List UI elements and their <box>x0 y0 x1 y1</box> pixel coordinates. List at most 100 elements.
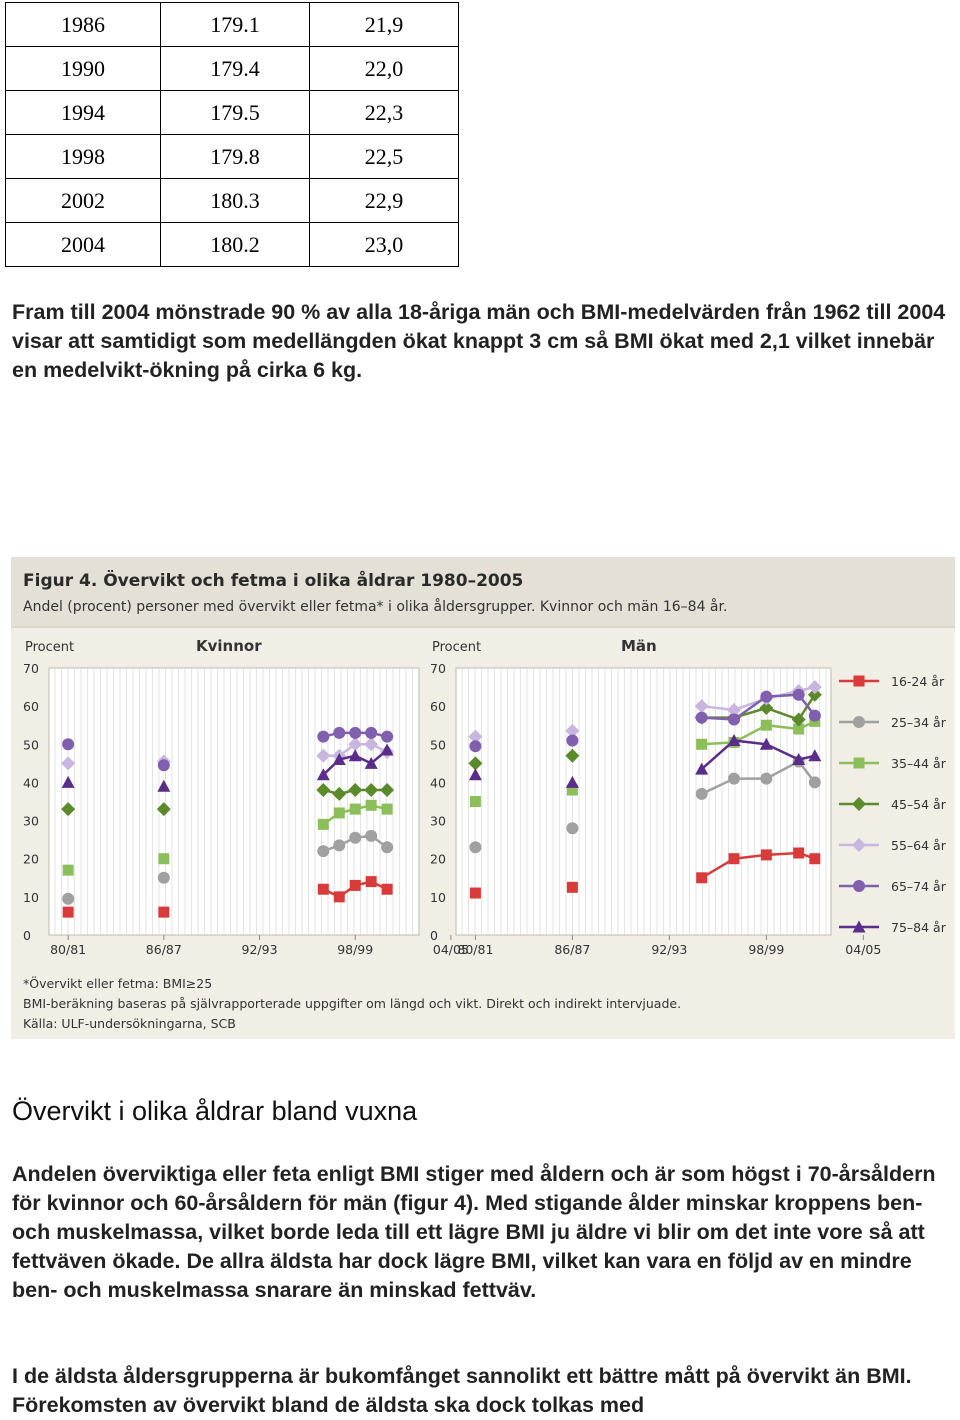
data-point <box>317 845 330 858</box>
table-row: 2002 180.3 22,9 <box>5 178 459 223</box>
legend-label: 16-24 år <box>891 674 945 689</box>
data-point <box>565 748 580 763</box>
data-point <box>792 688 805 701</box>
y-tick-label: 30 <box>430 814 446 829</box>
data-point <box>565 775 579 788</box>
data-point <box>365 829 378 842</box>
table-cell: 23,0 <box>309 222 459 267</box>
y-tick-label: 10 <box>430 890 446 905</box>
section-heading: Övervikt i olika åldrar bland vuxna <box>12 1096 418 1126</box>
data-point <box>468 756 483 771</box>
data-point <box>694 699 709 714</box>
data-point <box>809 853 821 865</box>
data-point <box>364 756 378 769</box>
data-point <box>728 772 741 785</box>
panel-man: Procent Män 0 10 20 30 40 50 60 70 80/81 86/87 92/93… <box>430 637 881 957</box>
figure-footnote-2: BMI-beräkning baseras på självrapportera… <box>23 996 681 1011</box>
x-tick-label: 98/99 <box>337 942 373 957</box>
data-point <box>381 730 394 743</box>
data-point <box>728 713 741 726</box>
data-point <box>61 775 75 788</box>
y-axis-label: Procent <box>432 640 481 655</box>
table-row: 1994 179.5 22,3 <box>5 90 459 135</box>
table-row: 1998 179.8 22,5 <box>5 134 459 179</box>
data-point <box>333 839 346 852</box>
table-cell: 179.8 <box>160 134 310 179</box>
data-point <box>566 734 579 747</box>
data-point <box>316 748 331 763</box>
table-cell: 1994 <box>5 90 161 135</box>
data-point <box>807 687 822 702</box>
legend-marker <box>852 838 866 852</box>
panel-title: Kvinnor <box>196 637 262 655</box>
legend-marker <box>853 675 865 687</box>
y-tick-label: 50 <box>23 737 39 752</box>
table-cell: 2004 <box>5 222 161 267</box>
x-tick-label: 04/05 <box>433 942 469 957</box>
legend-label: 65–74 år <box>891 879 947 894</box>
paragraph-2: Andelen överviktiga eller feta enligt BM… <box>12 1162 936 1302</box>
legend-label: 75–84 år <box>891 920 947 935</box>
legend-label: 35–44 år <box>891 756 947 771</box>
figure-4: Figur 4. Övervikt och fetma i olika åldr… <box>11 557 955 1039</box>
data-point <box>364 783 379 798</box>
y-tick-label: 40 <box>23 775 39 790</box>
table-cell: 1990 <box>5 46 161 91</box>
data-point <box>333 726 346 739</box>
figure-title: Figur 4. Övervikt och fetma i olika åldr… <box>23 569 523 591</box>
data-point <box>468 729 483 744</box>
plot-area <box>48 667 420 936</box>
table-cell: 1986 <box>5 2 161 47</box>
data-point <box>61 756 76 771</box>
x-tick-label: 80/81 <box>457 942 493 957</box>
x-tick-label: 86/87 <box>146 942 182 957</box>
data-point <box>695 787 708 800</box>
data-point <box>469 841 482 854</box>
data-point <box>333 891 345 903</box>
figure-source: Källa: ULF-undersökningarna, SCB <box>23 1016 236 1031</box>
y-tick-label: 20 <box>430 852 446 867</box>
data-point <box>791 712 806 727</box>
data-point <box>62 906 74 918</box>
y-tick-label: 0 <box>23 928 31 943</box>
data-point <box>381 841 394 854</box>
data-point <box>566 822 579 835</box>
table-cell: 2002 <box>5 178 161 223</box>
table-cell: 180.2 <box>160 222 310 267</box>
data-point <box>469 796 481 807</box>
y-axis-label: Procent <box>25 640 74 655</box>
x-tick-label: 80/81 <box>50 942 86 957</box>
data-point <box>793 847 805 859</box>
x-tick-label: 92/93 <box>651 942 687 957</box>
data-point <box>349 803 361 815</box>
y-tick-label: 40 <box>430 775 446 790</box>
data-point <box>808 776 821 789</box>
data-point <box>333 807 345 819</box>
data-point <box>381 803 393 815</box>
y-tick-label: 70 <box>430 661 446 676</box>
legend: 16-24 år 25–34 år 35–44 år 45–54 år 55–64 år… <box>839 674 947 935</box>
x-tick-label: 98/99 <box>748 942 784 957</box>
data-point <box>469 740 482 753</box>
legend-marker <box>853 880 865 892</box>
data-point <box>348 737 363 752</box>
data-point <box>728 853 740 865</box>
y-tick-label: 60 <box>23 699 39 714</box>
data-point <box>760 849 772 861</box>
data-point <box>61 802 76 817</box>
data-point <box>156 802 171 817</box>
data-point <box>317 883 329 895</box>
y-tick-label: 50 <box>430 737 446 752</box>
data-point <box>365 726 378 739</box>
data-point <box>468 768 482 781</box>
legend-label: 25–34 år <box>891 715 947 730</box>
y-tick-label: 70 <box>23 661 39 676</box>
panel-title: Män <box>621 637 657 655</box>
table-cell: 22,9 <box>309 178 459 223</box>
legend-label: 45–54 år <box>891 797 947 812</box>
data-point <box>807 680 822 695</box>
data-point <box>62 864 74 876</box>
data-point <box>349 879 361 891</box>
figure-footnote-1: *Övervikt eller fetma: BMI≥25 <box>23 975 212 991</box>
legend-marker <box>852 920 866 933</box>
